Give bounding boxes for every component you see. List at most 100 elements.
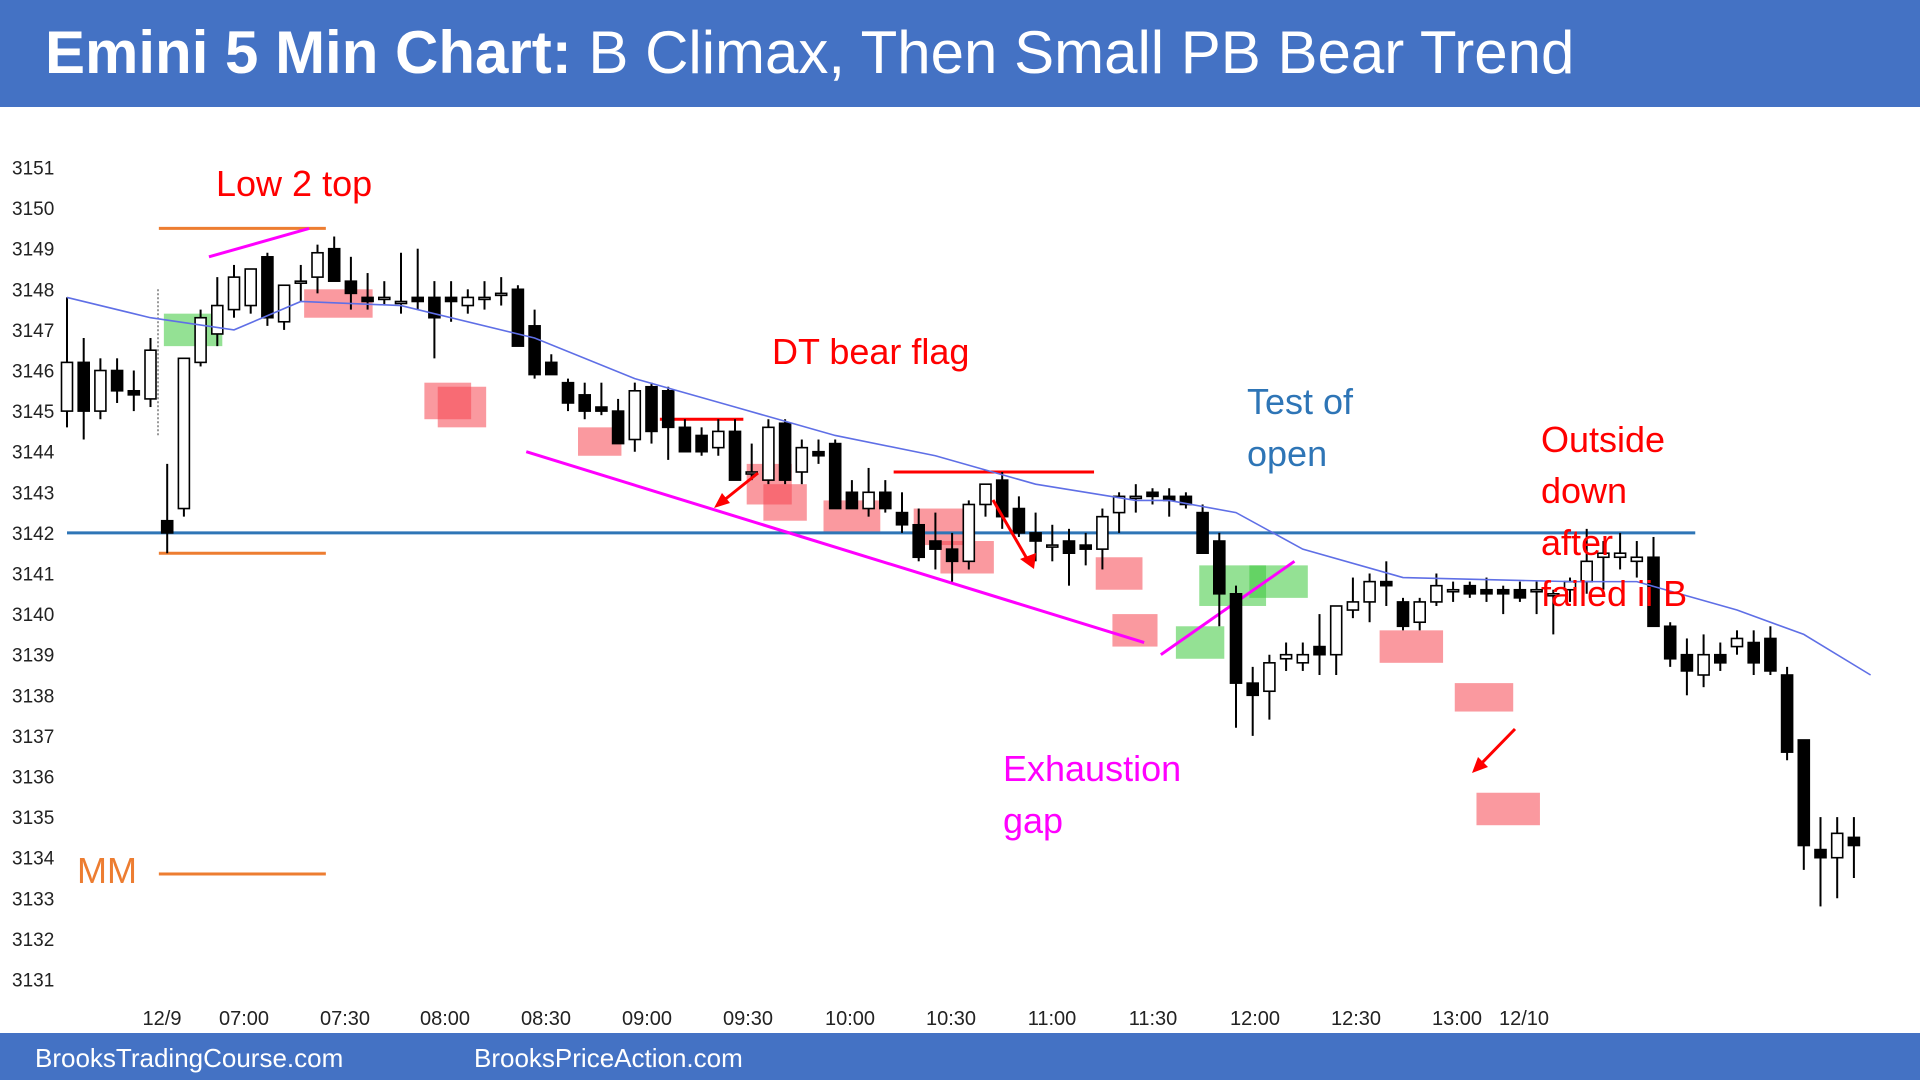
bear-candle [1396, 601, 1410, 628]
footer-right-link[interactable]: BrooksPriceAction.com [474, 1043, 743, 1073]
bear-candle [528, 325, 541, 376]
y-tick-label: 3134 [12, 849, 55, 870]
y-tick-label: 3132 [12, 930, 54, 951]
bear-candle [361, 296, 374, 303]
x-tick-label: 12:30 [1331, 1008, 1381, 1030]
bull-candle [1597, 552, 1610, 559]
bear-candle [1313, 645, 1326, 656]
y-tick-label: 3144 [12, 443, 55, 464]
trend-line [208, 226, 310, 259]
bear-candle [1797, 739, 1811, 847]
bear-candle [1714, 653, 1727, 664]
bear-candle [344, 280, 358, 295]
bull-candle [377, 296, 391, 301]
bear-candle [261, 256, 274, 319]
bull-candle [478, 296, 491, 301]
bull-candle [1613, 552, 1627, 559]
bull-candle [1363, 580, 1376, 603]
bear-candle [929, 540, 942, 550]
bear-candle [1196, 511, 1209, 555]
bear-candle [778, 422, 792, 481]
bear-candle [1496, 588, 1510, 595]
bear-candle [595, 406, 608, 412]
bear-candle [1079, 544, 1092, 550]
annotation-text: down [1541, 470, 1627, 511]
x-tick-label: 08:30 [521, 1008, 571, 1030]
bull-candle [1630, 556, 1644, 563]
bull-candle [1112, 495, 1126, 514]
bull-candle [461, 296, 475, 307]
annotation-text: failed ii B [1541, 573, 1687, 614]
x-tick-label: 10:30 [926, 1008, 976, 1030]
bull-candle [1413, 601, 1426, 624]
annotation-text: DT bear flag [772, 331, 969, 372]
ema-line [66, 296, 1872, 676]
bear-candle [327, 247, 341, 282]
footer-left-link[interactable]: BrooksTradingCourse.com [35, 1043, 344, 1073]
y-tick-label: 3136 [12, 768, 54, 789]
x-tick-label: 09:30 [723, 1008, 773, 1030]
bear-candle [1680, 653, 1694, 672]
y-tick-label: 3141 [12, 565, 54, 586]
annotation-text: MM [77, 850, 137, 891]
highlight-box [1095, 557, 1143, 590]
x-tick-label: 10:00 [825, 1008, 875, 1030]
bear-candle [1513, 588, 1527, 599]
bull-candle [177, 357, 191, 510]
bear-candle [728, 430, 742, 481]
bull-candle [1329, 605, 1343, 656]
bear-candle [160, 519, 174, 534]
bear-candle [1480, 588, 1493, 595]
bull-candle [394, 300, 408, 305]
bull-candle [762, 426, 775, 481]
reference-lines [67, 226, 1696, 876]
bull-candle [1296, 653, 1310, 664]
x-axis: 12/9 07:00 07:30 08:00 08:30 09:00 09:30 10:00 1… [143, 1008, 1550, 1030]
trend-line [1159, 560, 1296, 656]
highlight-box [437, 386, 487, 428]
bear-candle [444, 296, 458, 303]
bear-candle [912, 523, 926, 559]
y-tick-label: 3131 [12, 971, 54, 992]
bull-candle [194, 316, 207, 364]
highlight-box [1112, 614, 1158, 647]
y-tick-label: 3150 [12, 199, 54, 220]
candles [60, 236, 1861, 907]
bear-candle [1062, 540, 1076, 554]
bear-candle [661, 389, 675, 429]
bull-candle [1730, 637, 1744, 648]
bear-candle [110, 369, 124, 392]
annotation-text: Exhaustion [1003, 748, 1181, 789]
highlight-box [1175, 626, 1225, 659]
bull-candle [144, 349, 157, 400]
x-tick-label: 11:00 [1028, 1008, 1077, 1030]
bull-candle [1446, 588, 1460, 593]
bear-candle [1179, 495, 1193, 506]
x-tick-label: 12:00 [1230, 1008, 1280, 1030]
annotation-text: Outside [1541, 419, 1665, 460]
bull-candle [244, 268, 257, 307]
bear-candle [1213, 540, 1226, 595]
bull-candle [862, 491, 875, 510]
x-tick-label: 08:00 [420, 1008, 470, 1030]
bear-candle [645, 385, 658, 433]
bull-candle [1096, 515, 1109, 550]
bear-candle [77, 361, 90, 412]
bull-candle [1263, 662, 1276, 693]
annotation-text: gap [1003, 800, 1063, 841]
annotation-text: open [1247, 433, 1327, 474]
bear-candle [511, 288, 525, 347]
annotations: Low 2 top DT bear flag Test of open Outside d… [77, 163, 1687, 891]
footer-banner: BrooksTradingCourse.com BrooksPriceActio… [0, 1033, 1920, 1080]
y-tick-label: 3149 [12, 240, 54, 261]
bull-candle [1046, 544, 1059, 548]
highlight-box [1379, 630, 1444, 663]
bear-candle [1847, 836, 1861, 847]
x-tick-label: 12/10 [1499, 1008, 1549, 1030]
highlight-box [763, 484, 807, 521]
bear-candle [1029, 532, 1042, 542]
bear-candle [1747, 641, 1760, 664]
bear-candle [845, 491, 859, 510]
bear-candle [1647, 556, 1660, 628]
page-title: Emini 5 Min Chart: B Climax, Then Small … [45, 18, 1574, 88]
